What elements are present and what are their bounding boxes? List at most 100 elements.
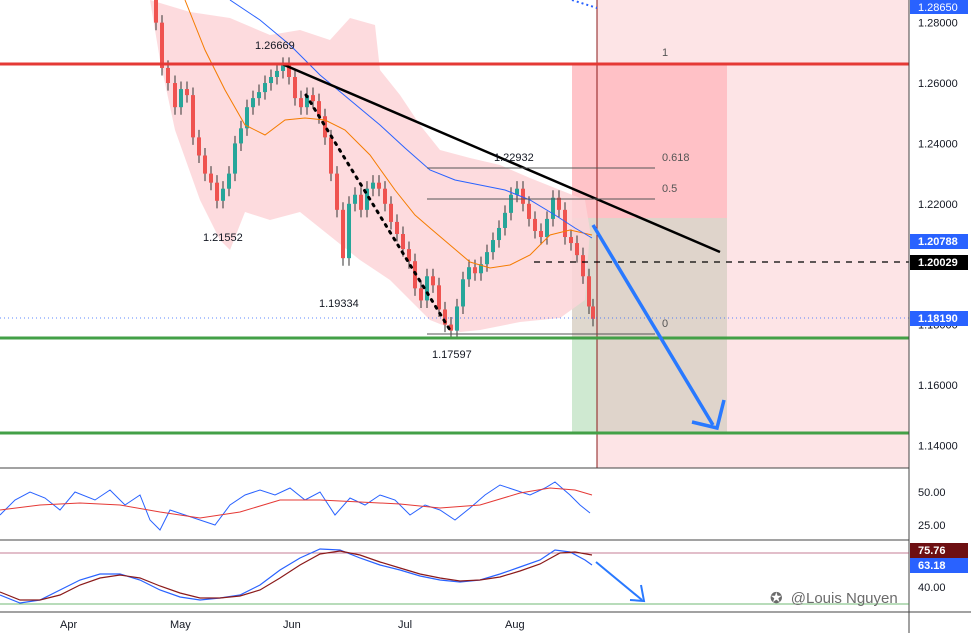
svg-text:1.20788: 1.20788: [918, 236, 958, 248]
candle-body: [581, 255, 585, 277]
rsi-line: [0, 481, 591, 531]
candle-body: [509, 194, 513, 213]
candle-body: [389, 203, 393, 222]
time-tick-jun: Jun: [283, 619, 301, 631]
price-badge-ma: 1.20788: [910, 234, 968, 249]
price-badge-support: 1.20029: [910, 255, 968, 270]
candle-body: [166, 67, 170, 84]
candle-body: [503, 212, 507, 228]
candle-body: [575, 243, 579, 256]
candlestick-series: [154, 0, 595, 339]
candle-body: [455, 306, 459, 331]
candle-body: [293, 76, 297, 99]
candle-body: [419, 288, 423, 301]
candle-body: [569, 237, 573, 244]
candle-body: [371, 182, 375, 189]
candle-body: [485, 252, 489, 265]
stoch-d-line: [0, 550, 593, 601]
time-axis[interactable]: Apr May Jun Jul Aug: [60, 619, 525, 631]
stoch-arrow: [595, 561, 643, 601]
candle-body: [185, 89, 189, 96]
candle-body: [239, 128, 243, 144]
candle-body: [251, 98, 255, 108]
candle-body: [401, 234, 405, 250]
candle-body: [551, 197, 555, 219]
stoch-tick-40: 40.00: [918, 582, 946, 594]
annotation-low-jun: 1.19334: [319, 298, 359, 310]
candle-body: [437, 285, 441, 310]
annotation-high-aug: 1.22932: [494, 152, 534, 164]
svg-text:1.20029: 1.20029: [918, 257, 958, 269]
bollinger-band: [150, 0, 590, 332]
candle-body: [209, 173, 213, 183]
candle-body: [473, 267, 477, 274]
candle-body: [299, 98, 303, 108]
annotation-low-may: 1.21552: [203, 232, 243, 244]
stop-loss-zone: [572, 64, 727, 218]
candle-body: [227, 173, 231, 189]
candle-body: [154, 0, 158, 23]
stoch-badge-k: 63.18: [910, 558, 968, 573]
candle-body: [203, 155, 207, 174]
candle-body: [407, 249, 411, 262]
time-tick-jul: Jul: [398, 619, 412, 631]
candle-body: [329, 137, 333, 174]
candle-body: [215, 182, 219, 201]
candle-body: [461, 279, 465, 307]
candle-body: [395, 221, 399, 234]
svg-text:1.28650: 1.28650: [918, 2, 958, 14]
forecast-arrow: [591, 224, 715, 426]
candle-body: [359, 194, 363, 210]
candle-body: [281, 64, 285, 71]
candle-body: [557, 197, 561, 210]
candle-body: [365, 188, 369, 210]
candle-body: [545, 218, 549, 238]
ma-fast-line: [184, 0, 593, 269]
price-tick-6: 1.16000: [918, 380, 958, 392]
price-tick-7: 1.14000: [918, 440, 958, 452]
downtrend-line: [281, 62, 721, 254]
top-dotted-trend: [571, 0, 598, 9]
candle-body: [233, 143, 237, 174]
price-tick-0: 1.28000: [918, 18, 958, 30]
candle-body: [245, 107, 249, 129]
fib-label-0: 0: [662, 318, 668, 330]
candle-body: [443, 309, 447, 325]
candle-body: [197, 137, 201, 156]
stoch-k-line: [0, 548, 593, 604]
price-tick-3: 1.22000: [918, 199, 958, 211]
candle-body: [533, 218, 537, 231]
svg-text:63.18: 63.18: [918, 560, 946, 572]
candle-body: [287, 64, 291, 77]
candle-body: [449, 324, 453, 331]
entry-zone-green: [572, 338, 597, 433]
candle-body: [179, 89, 183, 108]
candle-body: [275, 70, 279, 77]
time-tick-aug: Aug: [505, 619, 525, 631]
price-tick-1: 1.26000: [918, 78, 958, 90]
candle-body: [317, 101, 321, 117]
candle-body: [497, 227, 501, 241]
candle-body: [587, 276, 591, 307]
candle-body: [257, 92, 261, 99]
candle-body: [191, 95, 195, 138]
stoch-badge-d: 75.76: [910, 543, 968, 558]
candle-body: [341, 209, 345, 259]
candle-body: [173, 83, 177, 108]
weibo-icon: ✪: [770, 590, 783, 607]
annotation-high: 1.26669: [255, 40, 295, 52]
candle-body: [491, 240, 495, 253]
dotted-decline-line: [304, 93, 452, 332]
candle-body: [515, 188, 519, 195]
candle-body: [425, 276, 429, 301]
candle-body: [305, 95, 309, 108]
annotation-low-jul: 1.17597: [432, 349, 472, 361]
candle-body: [353, 194, 357, 204]
candle-body: [527, 203, 531, 219]
candle-body: [335, 173, 339, 210]
rsi-ma-line: [0, 487, 593, 519]
fib-label-5: 0.5: [662, 183, 677, 195]
svg-text:75.76: 75.76: [918, 545, 946, 557]
rsi-tick-25: 25.00: [918, 520, 946, 532]
